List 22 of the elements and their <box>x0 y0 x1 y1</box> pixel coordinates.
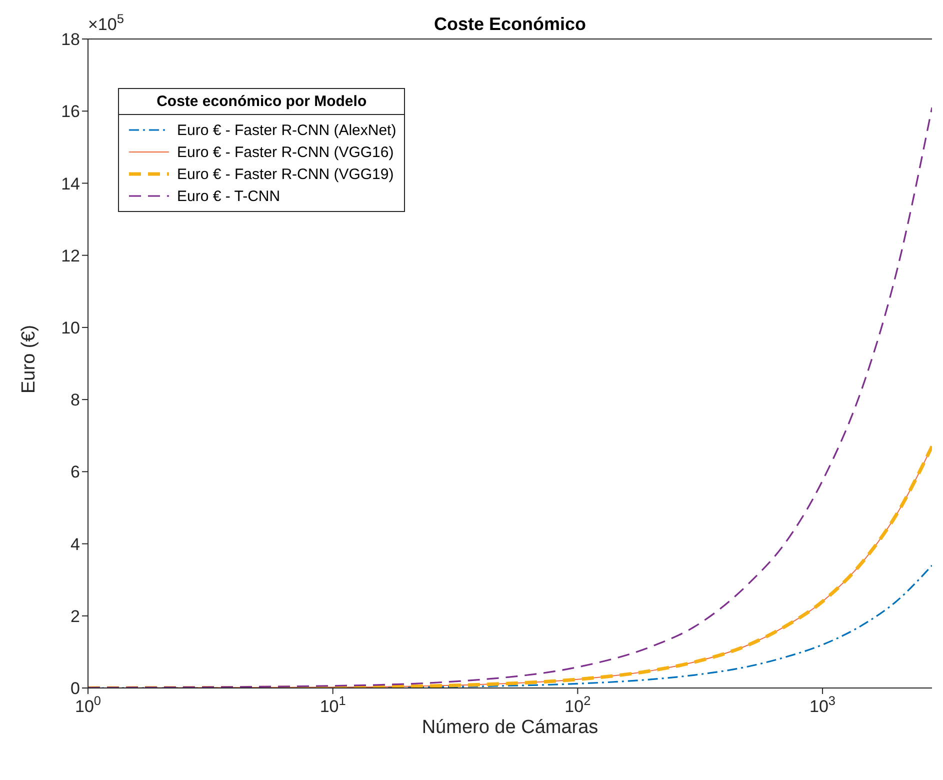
y-tick-label: 4 <box>70 534 80 554</box>
legend-title: Coste económico por Modelo <box>119 89 404 115</box>
y-tick-label: 6 <box>70 462 80 482</box>
y-axis-title: Euro (€) <box>18 324 40 394</box>
text: ×10$^{5}$ <box>88 10 124 34</box>
y-tick-label: 16 <box>61 102 80 122</box>
y-tick-label: 2 <box>70 606 80 626</box>
y-tick-label: 18 <box>61 30 80 50</box>
x-tick-label: 10$^{1}$ <box>320 692 346 716</box>
legend-label: Euro € - Faster R-CNN (VGG16) <box>177 144 394 160</box>
y-tick-label: 0 <box>70 679 80 698</box>
x-axis-title: Número de Cámaras <box>422 717 598 738</box>
x-tick-label: 10$^{2}$ <box>564 692 591 716</box>
y-tick-label: 8 <box>70 390 80 410</box>
legend-label: Euro € - T-CNN <box>177 188 280 204</box>
legend-label: Euro € - Faster R-CNN (VGG19) <box>177 166 394 182</box>
chart-title: Coste Económico <box>434 14 586 34</box>
legend-label: Euro € - Faster R-CNN (AlexNet) <box>177 122 396 138</box>
x-tick-label: 10$^{3}$ <box>810 692 836 716</box>
y-tick-label: 14 <box>61 174 80 194</box>
y-tick-label: 12 <box>61 246 80 266</box>
y-tick-label: 10 <box>61 318 80 338</box>
